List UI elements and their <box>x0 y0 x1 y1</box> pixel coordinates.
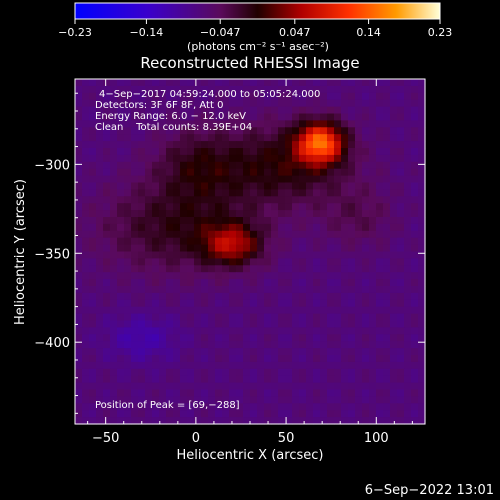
svg-text:−0.23: −0.23 <box>58 26 92 39</box>
svg-text:0.23: 0.23 <box>428 26 453 39</box>
svg-text:0.047: 0.047 <box>279 26 311 39</box>
svg-text:−0.047: −0.047 <box>200 26 241 39</box>
colorbar-tick: 0.23 <box>428 19 453 39</box>
x-axis-ticks: −50 0 50 100 <box>87 79 413 446</box>
colorbar <box>74 2 441 20</box>
svg-text:0.14: 0.14 <box>356 26 381 39</box>
svg-text:−400: −400 <box>34 336 70 351</box>
colorbar-tick: −0.047 <box>200 19 241 39</box>
svg-text:0: 0 <box>192 431 200 446</box>
colorbar-tick: 0.047 <box>279 19 311 39</box>
y-tick: −350 <box>34 247 425 262</box>
svg-text:−350: −350 <box>34 247 70 262</box>
colorbar-tick: −0.23 <box>58 19 92 39</box>
x-tick: −50 <box>92 79 119 446</box>
svg-text:50: 50 <box>278 431 295 446</box>
svg-text:100: 100 <box>364 431 389 446</box>
colorbar-ticks: −0.23 −0.14 −0.047 0.047 0.14 0.23 <box>58 19 452 39</box>
y-tick: −400 <box>34 336 425 351</box>
heatmap-image <box>75 79 426 425</box>
annotation-energy-range: Energy Range: 6.0 − 12.0 keV <box>95 111 246 122</box>
colorbar-tick: −0.14 <box>130 19 164 39</box>
y-axis-label: Heliocentric Y (arcsec) <box>13 179 28 325</box>
x-tick: 100 <box>364 79 389 446</box>
colorbar-label: (photons cm⁻² s⁻¹ asec⁻²) <box>187 40 329 53</box>
x-tick: 0 <box>192 79 200 446</box>
annotation-peak-position: Position of Peak = [69,−288] <box>95 400 240 411</box>
annotation-time-range: 4−Sep−2017 04:59:24.000 to 05:05:24.000 <box>99 89 320 100</box>
chart-title: Reconstructed RHESSI Image <box>140 54 359 72</box>
x-tick: 50 <box>278 79 295 446</box>
y-tick: −300 <box>34 158 425 173</box>
y-axis-ticks: −300 −350 −400 <box>34 92 425 414</box>
colorbar-tick: 0.14 <box>356 19 381 39</box>
footer-date: 6−Sep−2022 13:01 <box>365 483 494 498</box>
annotation-total-counts: Clean Total counts: 8.39E+04 <box>95 122 252 133</box>
svg-text:−300: −300 <box>34 158 70 173</box>
svg-text:−50: −50 <box>92 431 119 446</box>
x-axis-label: Heliocentric X (arcsec) <box>177 448 324 463</box>
svg-text:−0.14: −0.14 <box>130 26 164 39</box>
annotation-detectors: Detectors: 3F 6F 8F, Att 0 <box>95 100 223 111</box>
